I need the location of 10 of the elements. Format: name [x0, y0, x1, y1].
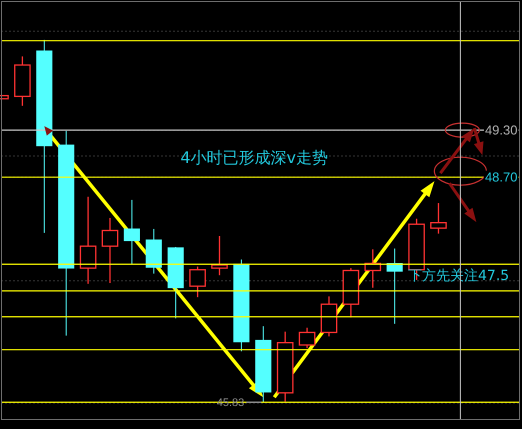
candlestick: [80, 196, 96, 284]
candlestick: [124, 199, 140, 265]
candlestick: [298, 327, 316, 349]
y-tick-label: 48.70: [484, 170, 518, 185]
candlestick: [102, 217, 118, 284]
candlestick: [211, 235, 228, 276]
annotation: 4小时已形成深v走势: [180, 148, 328, 167]
y-tick-label: 49.30: [484, 122, 518, 138]
candlestick: [430, 202, 447, 234]
candlestick: [189, 266, 206, 298]
